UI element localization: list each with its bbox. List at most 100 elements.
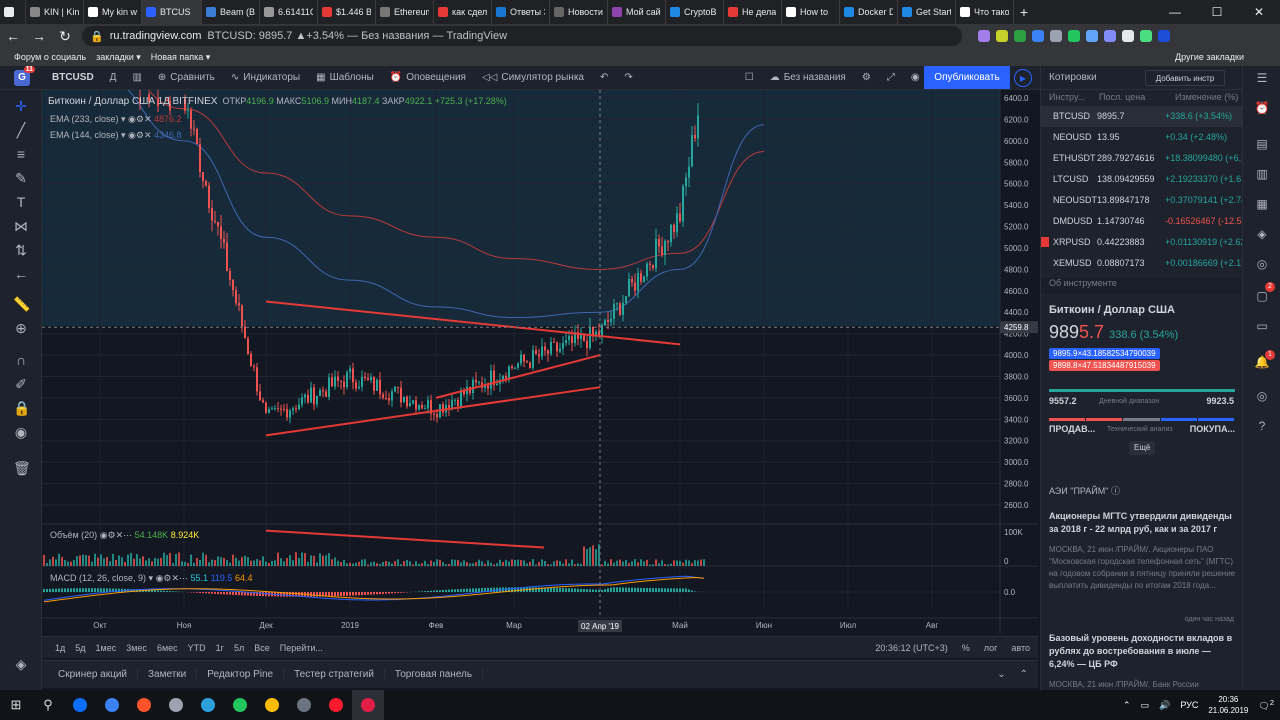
watchlist-icon[interactable]: ☰ bbox=[1256, 71, 1268, 85]
redo-icon[interactable]: ↷ bbox=[624, 72, 633, 83]
lock-icon[interactable]: 🔒 bbox=[13, 400, 31, 416]
browser-tab[interactable]: как сдел bbox=[434, 0, 492, 24]
minimize-button[interactable]: — bbox=[1169, 5, 1181, 19]
range-all[interactable]: Все bbox=[254, 642, 270, 653]
hotlist-icon[interactable]: ▥ bbox=[1256, 167, 1268, 181]
tab-stock-screener[interactable]: Скринер акций bbox=[48, 669, 139, 680]
add-symbol-button[interactable]: Добавить инстр bbox=[1145, 70, 1225, 86]
start-icon[interactable]: ⊞ bbox=[10, 697, 22, 712]
reload-icon[interactable]: ↻ bbox=[59, 27, 71, 44]
crosshair-icon[interactable]: ✛ bbox=[15, 98, 27, 114]
maximize-icon[interactable]: ⌃ bbox=[1019, 669, 1028, 680]
layout-name-button[interactable]: ☁ Без названия bbox=[762, 72, 854, 83]
more-button[interactable]: Ещё bbox=[1129, 441, 1156, 455]
other-bookmarks[interactable]: Другие закладки bbox=[1175, 52, 1244, 62]
tray-chevron-icon[interactable]: ⌃ bbox=[1123, 699, 1131, 710]
ruler-icon[interactable]: 📏 bbox=[13, 296, 31, 312]
maximize-button[interactable]: ☐ bbox=[1211, 5, 1223, 19]
extension-icon[interactable] bbox=[1068, 30, 1080, 42]
range-1d[interactable]: 1д bbox=[55, 642, 66, 653]
settings-gear-icon[interactable]: ⚙ bbox=[861, 72, 871, 83]
extension-icon[interactable] bbox=[996, 30, 1008, 42]
calendar-icon[interactable]: ▦ bbox=[1256, 197, 1268, 211]
zoom-icon[interactable]: ⊕ bbox=[15, 320, 27, 336]
extension-icon[interactable] bbox=[1158, 30, 1170, 42]
fullscreen-icon[interactable]: ⤢ bbox=[886, 72, 895, 83]
tab-pine-editor[interactable]: Редактор Pine bbox=[197, 669, 285, 680]
browser-tab[interactable]: Docker D bbox=[840, 0, 898, 24]
range-1y[interactable]: 1г bbox=[215, 642, 224, 653]
range-1m[interactable]: 1мес bbox=[95, 642, 117, 653]
extension-icon[interactable] bbox=[1050, 30, 1062, 42]
bookmark-item[interactable]: Форум о социаль bbox=[14, 52, 87, 62]
watchlist-row[interactable]: DMDUSD 1.14730746 -0.16526467 (-12.59%) bbox=[1041, 211, 1243, 232]
extension-icon[interactable] bbox=[1104, 30, 1116, 42]
tab-trading-panel[interactable]: Торговая панель bbox=[385, 669, 484, 680]
browser-tab[interactable]: Мой сай bbox=[608, 0, 666, 24]
target-icon[interactable]: ◎ bbox=[1256, 389, 1268, 403]
browser-tab[interactable]: My kin w bbox=[84, 0, 142, 24]
fib-tool-icon[interactable]: ≡ bbox=[16, 146, 26, 162]
eye-icon[interactable]: ◉ bbox=[14, 424, 28, 440]
replay-button[interactable]: ◁◁ Симулятор рынка bbox=[474, 72, 592, 83]
publish-button[interactable]: Опубликовать bbox=[924, 66, 1010, 89]
range-5y[interactable]: 5л bbox=[233, 642, 245, 653]
col-symbol[interactable]: Инстру... bbox=[1049, 92, 1086, 102]
ema144-legend[interactable]: EMA (144, close) ▾ ◉⚙✕ 4346.8 bbox=[50, 130, 182, 140]
log-toggle[interactable]: лог bbox=[983, 642, 998, 653]
bookmark-folder[interactable]: Новая папка ▾ bbox=[150, 51, 211, 62]
chat-icon[interactable]: ▢ bbox=[1256, 289, 1268, 303]
clock[interactable]: 20:36 21.06.2019 bbox=[1208, 694, 1248, 716]
volume-icon[interactable]: 🔊 bbox=[1159, 699, 1171, 710]
tab-strategy-tester[interactable]: Тестер стратегий bbox=[284, 669, 385, 680]
alerts-clock-icon[interactable]: ⏰ bbox=[1254, 101, 1270, 115]
indicators-button[interactable]: ∿ Индикаторы bbox=[223, 72, 308, 83]
compare-button[interactable]: ⊕ Сравнить bbox=[150, 72, 223, 83]
ideas-icon[interactable]: ◈ bbox=[1257, 227, 1267, 241]
templates-button[interactable]: ▦ Шаблоны bbox=[308, 72, 382, 83]
auto-toggle[interactable]: авто bbox=[1011, 642, 1030, 653]
taskbar-app-icon[interactable] bbox=[96, 690, 128, 720]
col-last[interactable]: Посл. цена bbox=[1099, 92, 1146, 102]
tab-notes[interactable]: Заметки bbox=[138, 669, 198, 680]
streams-icon[interactable]: ◎ bbox=[1256, 257, 1268, 271]
browser-tab[interactable]: Beam (BE bbox=[202, 0, 260, 24]
range-3m[interactable]: 3мес bbox=[126, 642, 147, 653]
data-window-icon[interactable]: ▤ bbox=[1256, 137, 1268, 151]
trash-icon[interactable]: 🗑 bbox=[13, 460, 31, 476]
range-5d[interactable]: 5д bbox=[75, 642, 86, 653]
browser-tab[interactable]: KIN | Kin bbox=[26, 0, 84, 24]
search-icon[interactable]: ⚲ bbox=[43, 697, 53, 712]
tradingview-logo[interactable]: G 11 bbox=[14, 65, 35, 86]
play-icon[interactable]: ▶ bbox=[1014, 69, 1032, 87]
trendline-tool-icon[interactable]: ╱ bbox=[16, 122, 26, 138]
extension-icon[interactable] bbox=[978, 30, 990, 42]
col-change[interactable]: Изменение (%) bbox=[1175, 92, 1239, 102]
watchlist-row[interactable]: XEMUSD 0.08807173 +0.00186669 (+2.17%) bbox=[1041, 253, 1243, 274]
pattern-tool-icon[interactable]: ⋈ bbox=[14, 218, 28, 234]
magnet-icon[interactable]: ∩ bbox=[15, 352, 27, 368]
brave-icon[interactable] bbox=[128, 690, 160, 720]
close-button[interactable]: ✕ bbox=[1253, 5, 1265, 19]
extension-icon[interactable] bbox=[1014, 30, 1026, 42]
network-icon[interactable]: ▭ bbox=[1140, 699, 1150, 710]
brush-tool-icon[interactable]: ✎ bbox=[15, 170, 27, 186]
percent-toggle[interactable]: % bbox=[961, 642, 970, 653]
browser-tab[interactable]: Get Start bbox=[898, 0, 956, 24]
extension-icon[interactable] bbox=[1032, 30, 1044, 42]
browser-tab[interactable]: $1.446 B bbox=[318, 0, 376, 24]
extension-icon[interactable] bbox=[1122, 30, 1134, 42]
taskbar-app-icon[interactable] bbox=[160, 690, 192, 720]
undo-icon[interactable]: ↶ bbox=[599, 72, 609, 83]
collapse-icon[interactable]: ⌄ bbox=[997, 669, 1006, 680]
taskbar-app-icon[interactable] bbox=[224, 690, 256, 720]
news-headline[interactable]: Акционеры МГТС утвердили дивиденды за 20… bbox=[1049, 511, 1232, 534]
interval-button[interactable]: Д bbox=[109, 72, 117, 83]
extension-icon[interactable] bbox=[1140, 30, 1152, 42]
chart-area[interactable]: 6400.0 6200.0 6000.0 5800.0 5600.0 5400.0 5200… bbox=[42, 54, 1038, 634]
extension-icon[interactable] bbox=[1086, 30, 1098, 42]
alerts-button[interactable]: ⏰ Оповещения bbox=[382, 72, 474, 83]
prediction-tool-icon[interactable]: ⇅ bbox=[15, 242, 27, 258]
